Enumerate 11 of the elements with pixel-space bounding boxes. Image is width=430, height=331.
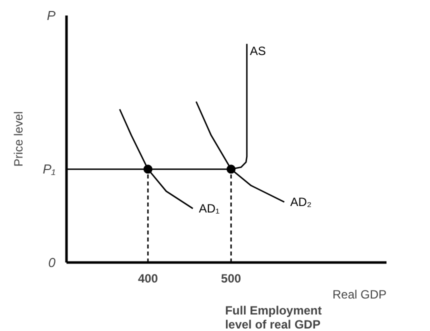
x-axis-title: Real GDP bbox=[332, 288, 387, 302]
series-label: AD₁ bbox=[198, 202, 220, 216]
series-label: AD₂ bbox=[290, 194, 312, 209]
text: P₁ bbox=[42, 162, 56, 177]
x-tick-label: 500 bbox=[221, 272, 242, 286]
text: 0 bbox=[48, 255, 56, 270]
text: Full Employment level of real GDP bbox=[225, 304, 322, 331]
series-label: AS bbox=[250, 44, 266, 58]
y-axis-title: Price level bbox=[12, 111, 26, 167]
text: P bbox=[46, 8, 56, 23]
x-tick-label: 400 bbox=[138, 272, 158, 286]
